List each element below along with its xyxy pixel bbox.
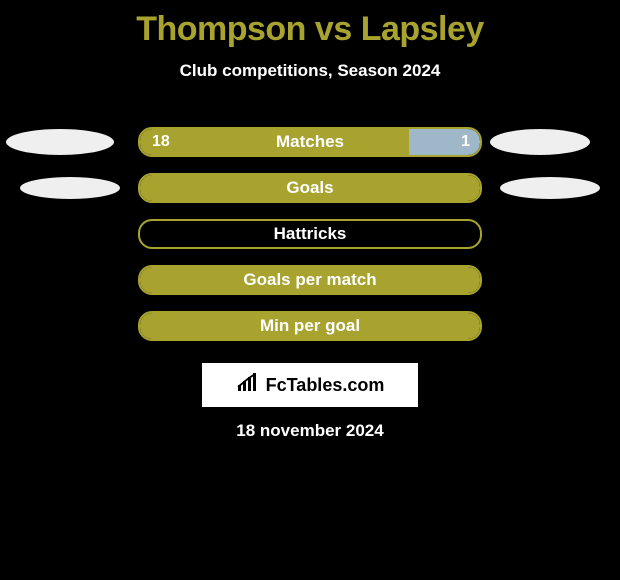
stat-row: 181Matches: [0, 119, 620, 165]
stat-bar: [138, 311, 482, 341]
logo-box: FcTables.com: [202, 363, 418, 407]
stat-bar-left-segment: [140, 313, 480, 339]
avatar-ellipse-right: [490, 129, 590, 155]
player1-name: Thompson: [136, 10, 306, 48]
stat-row: Min per goal: [0, 303, 620, 349]
date: 18 november 2024: [0, 421, 620, 441]
stat-rows: 181MatchesGoalsHattricksGoals per matchM…: [0, 119, 620, 349]
stat-bar: 18 1: [138, 127, 482, 157]
subtitle: Club competitions, Season 2024: [0, 61, 620, 81]
vs-text: vs: [315, 10, 352, 48]
stat-value-left: 18: [152, 133, 170, 151]
stat-bar-left-segment: [140, 267, 480, 293]
stat-row: Goals: [0, 165, 620, 211]
stat-bar: [138, 219, 482, 249]
stat-bar: [138, 265, 482, 295]
comparison-infographic: Thompson vs Lapsley Club competitions, S…: [0, 0, 620, 441]
stat-bar: [138, 173, 482, 203]
stat-row: Hattricks: [0, 211, 620, 257]
avatar-ellipse-right: [500, 177, 600, 199]
stat-value-right: 1: [461, 133, 470, 151]
stat-bar-left-segment: [140, 129, 409, 155]
stat-bar-left-segment: [140, 175, 480, 201]
logo-text: FcTables.com: [266, 375, 385, 396]
avatar-ellipse-left: [6, 129, 114, 155]
chart-icon: [236, 373, 260, 398]
avatar-ellipse-left: [20, 177, 120, 199]
page-title: Thompson vs Lapsley: [0, 10, 620, 49]
stat-row: Goals per match: [0, 257, 620, 303]
player2-name: Lapsley: [361, 10, 484, 48]
logo: FcTables.com: [236, 373, 385, 398]
